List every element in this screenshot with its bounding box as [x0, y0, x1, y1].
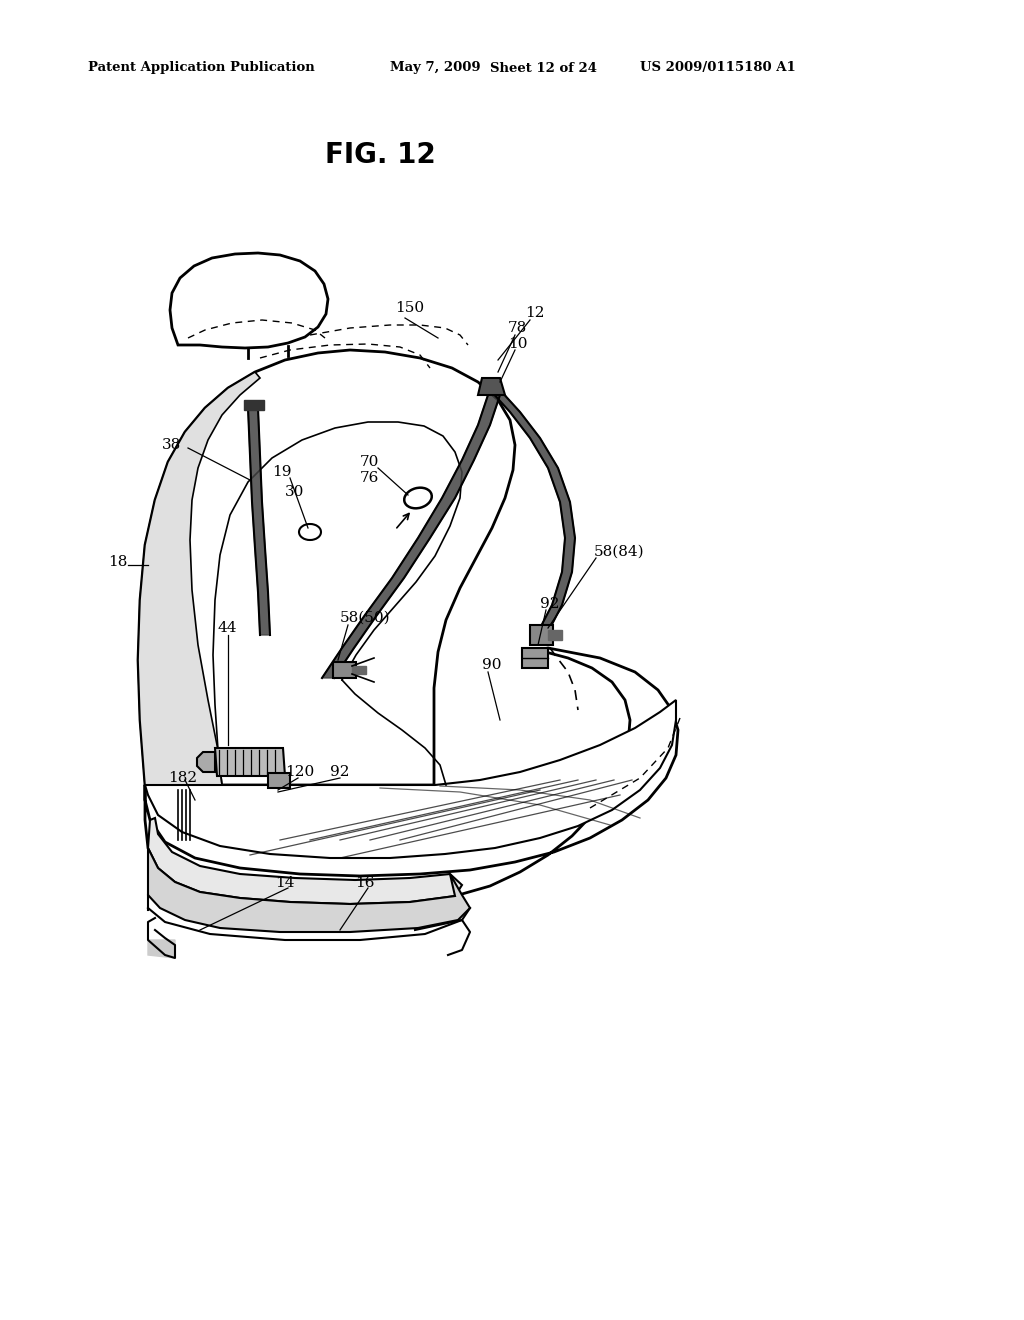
Polygon shape	[145, 648, 678, 904]
Text: 182: 182	[168, 771, 198, 785]
Text: 78: 78	[508, 321, 527, 335]
Text: 70: 70	[360, 455, 379, 469]
Polygon shape	[352, 667, 366, 675]
Text: 58(84): 58(84)	[594, 545, 645, 558]
Polygon shape	[322, 395, 500, 678]
Text: 92: 92	[540, 597, 559, 611]
Text: Sheet 12 of 24: Sheet 12 of 24	[490, 62, 597, 74]
Polygon shape	[548, 630, 562, 640]
Polygon shape	[248, 408, 270, 635]
Polygon shape	[522, 648, 548, 668]
Polygon shape	[138, 350, 515, 785]
Polygon shape	[138, 372, 260, 785]
Text: 14: 14	[275, 876, 295, 890]
Text: 18: 18	[108, 554, 127, 569]
Text: 10: 10	[508, 337, 527, 351]
Polygon shape	[148, 818, 462, 904]
Text: 30: 30	[285, 484, 304, 499]
Text: 16: 16	[355, 876, 375, 890]
Polygon shape	[530, 624, 553, 645]
Text: 58(50): 58(50)	[340, 611, 390, 624]
Text: FIG. 12: FIG. 12	[325, 141, 435, 169]
Text: 76: 76	[360, 471, 379, 484]
Polygon shape	[478, 378, 505, 395]
Text: Patent Application Publication: Patent Application Publication	[88, 62, 314, 74]
Polygon shape	[197, 752, 215, 772]
Text: 38: 38	[162, 438, 181, 451]
Text: 12: 12	[525, 306, 545, 319]
Text: 44: 44	[218, 620, 238, 635]
Polygon shape	[145, 700, 676, 858]
Text: US 2009/0115180 A1: US 2009/0115180 A1	[640, 62, 796, 74]
Polygon shape	[333, 663, 356, 678]
Polygon shape	[170, 253, 328, 348]
Text: 90: 90	[482, 657, 502, 672]
Text: 92: 92	[330, 766, 349, 779]
Polygon shape	[215, 748, 285, 776]
Polygon shape	[148, 847, 470, 932]
Polygon shape	[244, 400, 264, 411]
Polygon shape	[490, 389, 575, 632]
Text: 150: 150	[395, 301, 424, 315]
Polygon shape	[148, 940, 175, 958]
Polygon shape	[268, 774, 290, 788]
Text: May 7, 2009: May 7, 2009	[390, 62, 480, 74]
Text: 120: 120	[285, 766, 314, 779]
Text: 19: 19	[272, 465, 292, 479]
